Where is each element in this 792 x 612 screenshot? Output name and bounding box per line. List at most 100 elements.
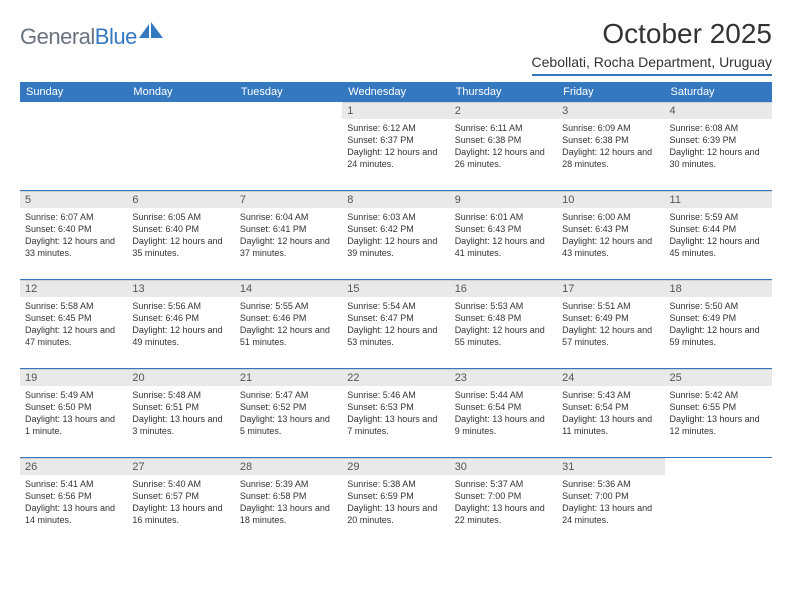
day-data: Sunrise: 5:38 AMSunset: 6:59 PMDaylight:… <box>342 475 449 533</box>
day-number: 20 <box>127 369 234 386</box>
day-number: 14 <box>235 280 342 297</box>
day-cell: 1Sunrise: 6:12 AMSunset: 6:37 PMDaylight… <box>342 102 449 190</box>
sunset-line: Sunset: 6:53 PM <box>347 401 444 413</box>
daylight-line: Daylight: 12 hours and 49 minutes. <box>132 324 229 348</box>
day-cell: 16Sunrise: 5:53 AMSunset: 6:48 PMDayligh… <box>450 280 557 368</box>
day-number: 29 <box>342 458 449 475</box>
day-data: Sunrise: 5:48 AMSunset: 6:51 PMDaylight:… <box>127 386 234 444</box>
day-data: Sunrise: 6:08 AMSunset: 6:39 PMDaylight:… <box>665 119 772 177</box>
day-number: 17 <box>557 280 664 297</box>
day-number: 10 <box>557 191 664 208</box>
day-data: Sunrise: 6:04 AMSunset: 6:41 PMDaylight:… <box>235 208 342 266</box>
sunrise-line: Sunrise: 6:03 AM <box>347 211 444 223</box>
day-header: Sunday <box>20 82 127 102</box>
daylight-line: Daylight: 13 hours and 24 minutes. <box>562 502 659 526</box>
daylight-line: Daylight: 12 hours and 57 minutes. <box>562 324 659 348</box>
sunset-line: Sunset: 7:00 PM <box>562 490 659 502</box>
day-number: 25 <box>665 369 772 386</box>
day-cell: 12Sunrise: 5:58 AMSunset: 6:45 PMDayligh… <box>20 280 127 368</box>
day-cell: 15Sunrise: 5:54 AMSunset: 6:47 PMDayligh… <box>342 280 449 368</box>
day-number: 24 <box>557 369 664 386</box>
sunset-line: Sunset: 6:59 PM <box>347 490 444 502</box>
brand-name-1: General <box>20 24 95 50</box>
sunset-line: Sunset: 6:40 PM <box>25 223 122 235</box>
day-data: Sunrise: 5:54 AMSunset: 6:47 PMDaylight:… <box>342 297 449 355</box>
week-row: 19Sunrise: 5:49 AMSunset: 6:50 PMDayligh… <box>20 369 772 458</box>
sunset-line: Sunset: 6:46 PM <box>240 312 337 324</box>
daylight-line: Daylight: 12 hours and 24 minutes. <box>347 146 444 170</box>
day-number: 9 <box>450 191 557 208</box>
sunrise-line: Sunrise: 5:50 AM <box>670 300 767 312</box>
sunset-line: Sunset: 6:46 PM <box>132 312 229 324</box>
sunset-line: Sunset: 6:40 PM <box>132 223 229 235</box>
day-cell: 10Sunrise: 6:00 AMSunset: 6:43 PMDayligh… <box>557 191 664 279</box>
day-number: 16 <box>450 280 557 297</box>
day-data: Sunrise: 5:37 AMSunset: 7:00 PMDaylight:… <box>450 475 557 533</box>
day-data: Sunrise: 6:09 AMSunset: 6:38 PMDaylight:… <box>557 119 664 177</box>
day-cell: 18Sunrise: 5:50 AMSunset: 6:49 PMDayligh… <box>665 280 772 368</box>
day-number: 28 <box>235 458 342 475</box>
sunset-line: Sunset: 6:43 PM <box>562 223 659 235</box>
daylight-line: Daylight: 12 hours and 35 minutes. <box>132 235 229 259</box>
day-cell: 21Sunrise: 5:47 AMSunset: 6:52 PMDayligh… <box>235 369 342 457</box>
day-data: Sunrise: 6:01 AMSunset: 6:43 PMDaylight:… <box>450 208 557 266</box>
daylight-line: Daylight: 12 hours and 26 minutes. <box>455 146 552 170</box>
day-data: Sunrise: 5:43 AMSunset: 6:54 PMDaylight:… <box>557 386 664 444</box>
sunset-line: Sunset: 6:49 PM <box>670 312 767 324</box>
day-cell: 22Sunrise: 5:46 AMSunset: 6:53 PMDayligh… <box>342 369 449 457</box>
day-cell: 13 Sunrise: 5:56 AMSunset: 6:46 PMDayligh… <box>127 280 234 368</box>
sunrise-line: Sunrise: 5:58 AM <box>25 300 122 312</box>
empty-cell <box>20 102 127 190</box>
header: GeneralBlue October 2025 Cebollati, Roch… <box>20 18 772 78</box>
sunset-line: Sunset: 6:41 PM <box>240 223 337 235</box>
sunrise-line: Sunrise: 5:56 AM <box>132 300 229 312</box>
daylight-line: Daylight: 12 hours and 28 minutes. <box>562 146 659 170</box>
day-cell: 9Sunrise: 6:01 AMSunset: 6:43 PMDaylight… <box>450 191 557 279</box>
day-data: Sunrise: 6:05 AMSunset: 6:40 PMDaylight:… <box>127 208 234 266</box>
day-header: Monday <box>127 82 234 102</box>
day-number: 3 <box>557 102 664 119</box>
daylight-line: Daylight: 13 hours and 14 minutes. <box>25 502 122 526</box>
day-number: 13 <box>127 280 234 297</box>
day-data: Sunrise: 5:39 AMSunset: 6:58 PMDaylight:… <box>235 475 342 533</box>
day-data: Sunrise: 5:51 AMSunset: 6:49 PMDaylight:… <box>557 297 664 355</box>
sunrise-line: Sunrise: 5:38 AM <box>347 478 444 490</box>
daylight-line: Daylight: 12 hours and 47 minutes. <box>25 324 122 348</box>
week-row: 5Sunrise: 6:07 AMSunset: 6:40 PMDaylight… <box>20 191 772 280</box>
day-cell: 2Sunrise: 6:11 AMSunset: 6:38 PMDaylight… <box>450 102 557 190</box>
day-cell: 23Sunrise: 5:44 AMSunset: 6:54 PMDayligh… <box>450 369 557 457</box>
day-cell: 27Sunrise: 5:40 AMSunset: 6:57 PMDayligh… <box>127 458 234 546</box>
week-row: 12Sunrise: 5:58 AMSunset: 6:45 PMDayligh… <box>20 280 772 369</box>
day-cell: 5Sunrise: 6:07 AMSunset: 6:40 PMDaylight… <box>20 191 127 279</box>
day-header: Thursday <box>450 82 557 102</box>
sunset-line: Sunset: 6:44 PM <box>670 223 767 235</box>
week-row: 1Sunrise: 6:12 AMSunset: 6:37 PMDaylight… <box>20 102 772 191</box>
day-number: 30 <box>450 458 557 475</box>
sunrise-line: Sunrise: 6:12 AM <box>347 122 444 134</box>
day-data: Sunrise: 5:36 AMSunset: 7:00 PMDaylight:… <box>557 475 664 533</box>
daylight-line: Daylight: 13 hours and 22 minutes. <box>455 502 552 526</box>
sunset-line: Sunset: 7:00 PM <box>455 490 552 502</box>
daylight-line: Daylight: 13 hours and 20 minutes. <box>347 502 444 526</box>
day-cell: 24Sunrise: 5:43 AMSunset: 6:54 PMDayligh… <box>557 369 664 457</box>
day-cell: 17Sunrise: 5:51 AMSunset: 6:49 PMDayligh… <box>557 280 664 368</box>
sunrise-line: Sunrise: 5:43 AM <box>562 389 659 401</box>
sunset-line: Sunset: 6:42 PM <box>347 223 444 235</box>
day-number: 6 <box>127 191 234 208</box>
sunset-line: Sunset: 6:58 PM <box>240 490 337 502</box>
sunrise-line: Sunrise: 5:46 AM <box>347 389 444 401</box>
daylight-line: Daylight: 13 hours and 9 minutes. <box>455 413 552 437</box>
day-cell: 28Sunrise: 5:39 AMSunset: 6:58 PMDayligh… <box>235 458 342 546</box>
sunset-line: Sunset: 6:54 PM <box>562 401 659 413</box>
daylight-line: Daylight: 12 hours and 33 minutes. <box>25 235 122 259</box>
day-number: 12 <box>20 280 127 297</box>
empty-cell <box>235 102 342 190</box>
daylight-line: Daylight: 13 hours and 18 minutes. <box>240 502 337 526</box>
day-cell: 19Sunrise: 5:49 AMSunset: 6:50 PMDayligh… <box>20 369 127 457</box>
sunset-line: Sunset: 6:49 PM <box>562 312 659 324</box>
daylight-line: Daylight: 13 hours and 7 minutes. <box>347 413 444 437</box>
day-cell: 11Sunrise: 5:59 AMSunset: 6:44 PMDayligh… <box>665 191 772 279</box>
day-number: 1 <box>342 102 449 119</box>
day-data: Sunrise: 5:55 AMSunset: 6:46 PMDaylight:… <box>235 297 342 355</box>
sunset-line: Sunset: 6:38 PM <box>455 134 552 146</box>
